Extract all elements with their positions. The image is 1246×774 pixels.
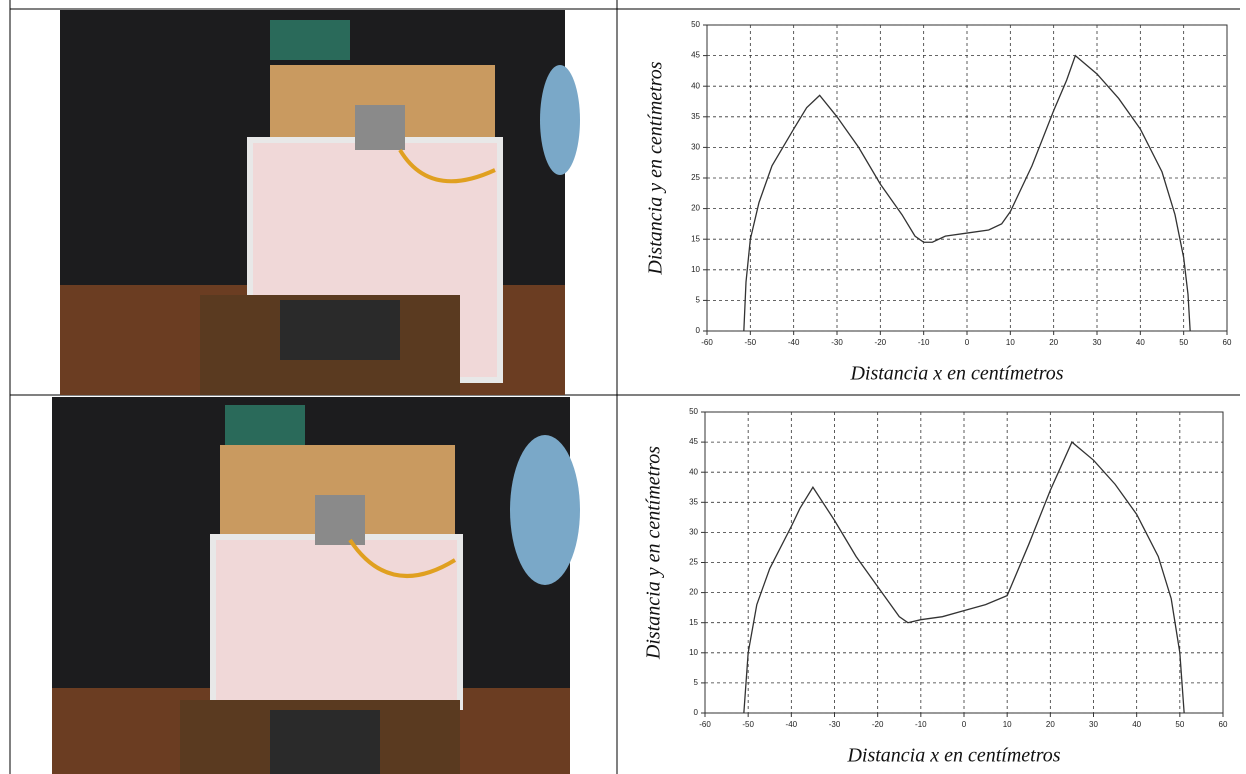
y-tick-label: 10 [691, 265, 700, 274]
data-line [743, 54, 1191, 332]
y-tick-label: 10 [689, 648, 698, 657]
y-tick-label: 20 [689, 588, 698, 597]
y-tick-label: 0 [694, 708, 699, 717]
photo [52, 397, 580, 774]
y-tick-label: 20 [691, 204, 700, 213]
y-tick-label: 35 [689, 497, 698, 506]
x-tick-label: 20 [1046, 720, 1055, 729]
y-tick-label: 5 [694, 678, 699, 687]
x-tick-label: -50 [745, 338, 757, 347]
y-tick-label: 40 [691, 81, 700, 90]
x-tick-label: 50 [1179, 338, 1188, 347]
y-axis-label: Distancia y en centímetros [643, 446, 665, 660]
x-tick-label: -20 [875, 338, 887, 347]
x-tick-label: -60 [699, 720, 711, 729]
y-tick-label: 45 [689, 437, 698, 446]
y-axis-label: Distancia y en centímetros [645, 61, 667, 275]
photo [60, 10, 580, 395]
y-tick-label: 30 [689, 528, 698, 537]
x-tick-label: 10 [1003, 720, 1012, 729]
y-tick-label: 0 [696, 326, 701, 335]
y-tick-label: 50 [689, 407, 698, 416]
x-tick-label: -30 [831, 338, 843, 347]
x-tick-label: 0 [962, 720, 967, 729]
x-tick-label: -60 [701, 338, 713, 347]
x-tick-label: -50 [742, 720, 754, 729]
x-tick-label: 30 [1089, 720, 1098, 729]
y-tick-label: 5 [696, 296, 701, 305]
x-tick-label: 40 [1132, 720, 1141, 729]
x-axis-label: Distancia x en centímetros [846, 745, 1060, 767]
x-tick-label: 10 [1006, 338, 1015, 347]
x-tick-label: 0 [965, 338, 970, 347]
y-tick-label: 25 [689, 558, 698, 567]
x-tick-label: 50 [1175, 720, 1184, 729]
x-tick-label: 60 [1223, 338, 1232, 347]
x-tick-label: -10 [915, 720, 927, 729]
x-tick-label: 20 [1049, 338, 1058, 347]
y-tick-label: 35 [691, 112, 700, 121]
y-tick-label: 15 [691, 234, 700, 243]
x-tick-label: 40 [1136, 338, 1145, 347]
x-tick-label: 60 [1219, 720, 1228, 729]
y-tick-label: 50 [691, 20, 700, 29]
x-tick-label: 30 [1093, 338, 1102, 347]
x-tick-label: -40 [788, 338, 800, 347]
data-line [743, 441, 1185, 714]
x-tick-label: -40 [786, 720, 798, 729]
x-tick-label: -30 [829, 720, 841, 729]
y-tick-label: 40 [689, 467, 698, 476]
y-tick-label: 25 [691, 173, 700, 182]
y-tick-label: 45 [691, 51, 700, 60]
x-tick-label: -20 [872, 720, 884, 729]
y-tick-label: 30 [691, 143, 700, 152]
x-axis-label: Distancia x en centímetros [849, 363, 1063, 385]
y-tick-label: 15 [689, 618, 698, 627]
x-tick-label: -10 [918, 338, 930, 347]
